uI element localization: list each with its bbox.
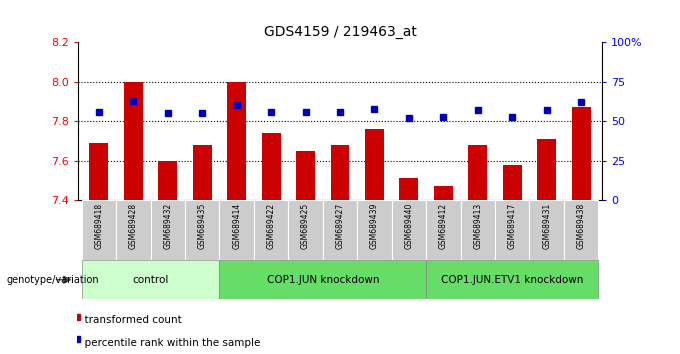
Bar [158, 161, 177, 200]
Bar [262, 133, 281, 200]
Bar [124, 82, 143, 200]
Bar [503, 165, 522, 200]
Bar [399, 178, 418, 200]
Bar [330, 145, 350, 200]
Bar [434, 186, 453, 200]
Text: GSM689431: GSM689431 [542, 203, 551, 249]
Bar [254, 200, 288, 260]
Bar [192, 145, 211, 200]
Text: GSM689417: GSM689417 [508, 203, 517, 249]
Bar [323, 200, 357, 260]
Bar [227, 82, 246, 200]
Text: GSM689440: GSM689440 [405, 203, 413, 250]
Text: percentile rank within the sample: percentile rank within the sample [78, 338, 260, 348]
Bar [220, 260, 426, 299]
Bar [220, 200, 254, 260]
Bar [288, 200, 323, 260]
Bar [185, 200, 220, 260]
Text: GDS4159 / 219463_at: GDS4159 / 219463_at [264, 25, 416, 39]
Bar [116, 200, 150, 260]
Bar [82, 260, 220, 299]
Bar [392, 200, 426, 260]
Text: GSM689412: GSM689412 [439, 203, 448, 249]
Text: COP1.JUN.ETV1 knockdown: COP1.JUN.ETV1 knockdown [441, 275, 583, 285]
Text: GSM689418: GSM689418 [95, 203, 103, 249]
Bar [460, 200, 495, 260]
Bar [426, 260, 598, 299]
Text: GSM689435: GSM689435 [198, 203, 207, 250]
Text: GSM689428: GSM689428 [129, 203, 138, 249]
Text: GSM689438: GSM689438 [577, 203, 585, 249]
Bar [530, 200, 564, 260]
Bar [296, 151, 315, 200]
Text: GSM689425: GSM689425 [301, 203, 310, 249]
Text: control: control [133, 275, 169, 285]
Text: transformed count: transformed count [78, 315, 182, 325]
Bar [564, 200, 598, 260]
Text: genotype/variation: genotype/variation [7, 275, 99, 285]
Text: GSM689432: GSM689432 [163, 203, 172, 249]
Bar [150, 200, 185, 260]
Bar [82, 200, 116, 260]
Bar [357, 200, 392, 260]
Bar [572, 108, 591, 200]
Text: COP1.JUN knockdown: COP1.JUN knockdown [267, 275, 379, 285]
Text: GSM689439: GSM689439 [370, 203, 379, 250]
Text: GSM689413: GSM689413 [473, 203, 482, 249]
Text: GSM689427: GSM689427 [335, 203, 345, 249]
Bar [89, 143, 108, 200]
Bar [365, 129, 384, 200]
Text: GSM689414: GSM689414 [232, 203, 241, 249]
Bar [537, 139, 556, 200]
Bar [469, 145, 488, 200]
Text: GSM689422: GSM689422 [267, 203, 275, 249]
Bar [495, 200, 530, 260]
Bar [426, 200, 460, 260]
